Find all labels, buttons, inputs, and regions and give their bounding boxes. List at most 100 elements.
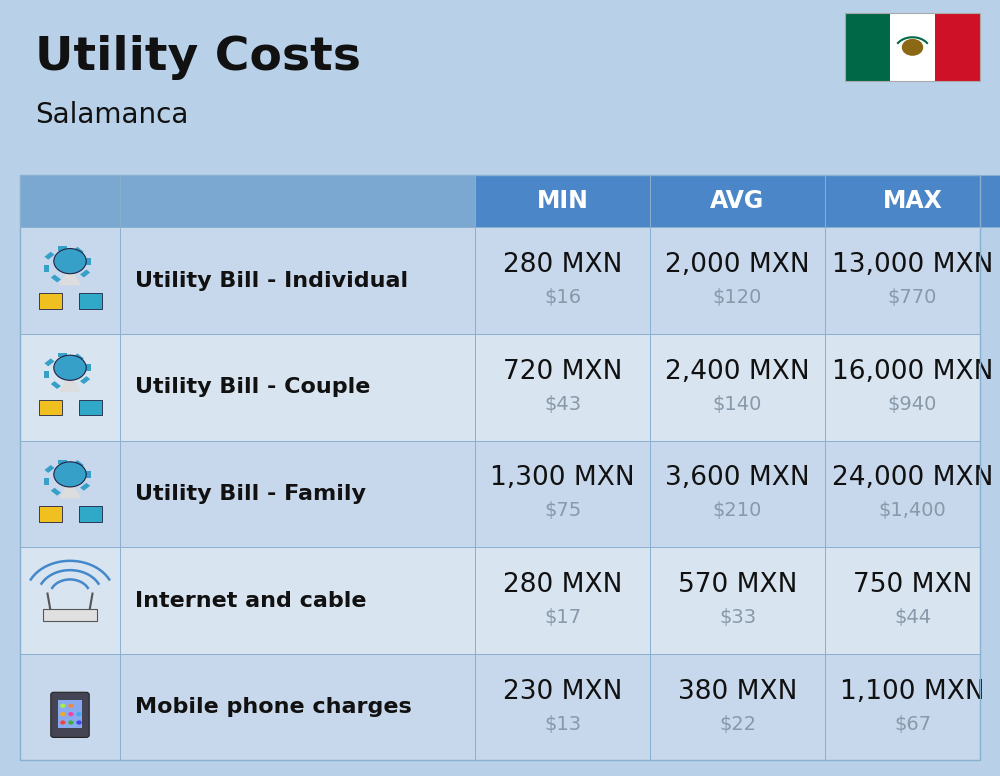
Bar bbox=[20, 175, 120, 227]
Text: 280 MXN: 280 MXN bbox=[503, 252, 622, 278]
Bar bbox=[20, 547, 980, 654]
Text: 3,600 MXN: 3,600 MXN bbox=[665, 466, 810, 491]
Bar bbox=[650, 175, 825, 227]
Text: 380 MXN: 380 MXN bbox=[678, 679, 797, 705]
Bar bbox=[74, 353, 84, 362]
Text: Salamanca: Salamanca bbox=[35, 101, 188, 129]
Bar bbox=[85, 471, 91, 478]
Bar bbox=[825, 175, 1000, 227]
Bar bbox=[20, 227, 980, 334]
Circle shape bbox=[68, 720, 74, 725]
Text: 1,100 MXN: 1,100 MXN bbox=[840, 679, 985, 705]
Bar bbox=[51, 275, 61, 282]
Text: $33: $33 bbox=[719, 608, 756, 627]
Bar bbox=[20, 441, 980, 547]
Bar bbox=[74, 460, 84, 468]
Bar bbox=[44, 265, 49, 272]
Bar bbox=[51, 488, 61, 496]
Text: $13: $13 bbox=[544, 715, 581, 734]
Bar bbox=[58, 700, 82, 728]
Bar bbox=[120, 175, 475, 227]
Text: AVG: AVG bbox=[710, 189, 765, 213]
Text: 750 MXN: 750 MXN bbox=[853, 572, 972, 598]
Text: Utility Bill - Individual: Utility Bill - Individual bbox=[135, 271, 408, 291]
Bar bbox=[20, 654, 980, 760]
FancyBboxPatch shape bbox=[51, 692, 89, 737]
Circle shape bbox=[54, 248, 86, 274]
Text: $44: $44 bbox=[894, 608, 931, 627]
Text: $67: $67 bbox=[894, 715, 931, 734]
Circle shape bbox=[76, 712, 82, 716]
Circle shape bbox=[60, 720, 66, 725]
Circle shape bbox=[60, 712, 66, 716]
Text: $16: $16 bbox=[544, 288, 581, 307]
Text: MIN: MIN bbox=[537, 189, 588, 213]
Text: 280 MXN: 280 MXN bbox=[503, 572, 622, 598]
Bar bbox=[38, 293, 62, 309]
Text: 720 MXN: 720 MXN bbox=[503, 359, 622, 385]
Bar bbox=[67, 385, 76, 390]
Polygon shape bbox=[60, 375, 80, 391]
Text: 2,400 MXN: 2,400 MXN bbox=[665, 359, 810, 385]
Bar bbox=[475, 175, 650, 227]
Text: MAX: MAX bbox=[883, 189, 942, 213]
Text: 13,000 MXN: 13,000 MXN bbox=[832, 252, 993, 278]
Bar bbox=[58, 247, 67, 251]
Bar bbox=[85, 258, 91, 265]
Bar bbox=[58, 353, 67, 357]
Text: $140: $140 bbox=[713, 395, 762, 414]
Bar bbox=[67, 492, 76, 496]
Bar bbox=[43, 609, 97, 622]
Bar bbox=[79, 507, 102, 521]
Bar bbox=[38, 400, 62, 415]
Bar bbox=[44, 251, 55, 260]
Text: $17: $17 bbox=[544, 608, 581, 627]
Bar bbox=[80, 483, 90, 490]
Circle shape bbox=[54, 462, 86, 487]
Bar bbox=[890, 13, 935, 81]
Bar bbox=[38, 507, 62, 521]
Circle shape bbox=[68, 704, 74, 708]
Circle shape bbox=[902, 40, 922, 55]
Text: $940: $940 bbox=[888, 395, 937, 414]
Bar bbox=[80, 269, 90, 278]
Text: $770: $770 bbox=[888, 288, 937, 307]
Bar bbox=[935, 13, 980, 81]
Text: Utility Costs: Utility Costs bbox=[35, 35, 361, 80]
Bar bbox=[74, 247, 84, 255]
Circle shape bbox=[68, 712, 74, 716]
Bar bbox=[85, 364, 91, 371]
Text: 230 MXN: 230 MXN bbox=[503, 679, 622, 705]
Bar bbox=[80, 376, 90, 384]
Bar bbox=[58, 459, 67, 464]
Bar bbox=[44, 359, 55, 366]
Text: $75: $75 bbox=[544, 501, 581, 521]
Bar bbox=[845, 13, 890, 81]
Circle shape bbox=[54, 355, 86, 380]
Bar bbox=[20, 175, 980, 760]
Text: Internet and cable: Internet and cable bbox=[135, 591, 366, 611]
Text: $22: $22 bbox=[719, 715, 756, 734]
Bar bbox=[51, 381, 61, 389]
Bar bbox=[20, 334, 980, 441]
Text: 2,000 MXN: 2,000 MXN bbox=[665, 252, 810, 278]
Bar bbox=[44, 465, 55, 473]
Text: 16,000 MXN: 16,000 MXN bbox=[832, 359, 993, 385]
Bar bbox=[67, 279, 76, 282]
Text: 1,300 MXN: 1,300 MXN bbox=[490, 466, 635, 491]
Bar bbox=[44, 371, 49, 378]
Circle shape bbox=[60, 704, 66, 708]
Text: Utility Bill - Family: Utility Bill - Family bbox=[135, 484, 366, 504]
Text: $43: $43 bbox=[544, 395, 581, 414]
Text: $120: $120 bbox=[713, 288, 762, 307]
Text: $210: $210 bbox=[713, 501, 762, 521]
Text: 24,000 MXN: 24,000 MXN bbox=[832, 466, 993, 491]
Bar bbox=[79, 293, 102, 309]
Bar bbox=[44, 478, 49, 485]
Bar bbox=[845, 13, 980, 81]
Text: Utility Bill - Couple: Utility Bill - Couple bbox=[135, 377, 370, 397]
Text: 570 MXN: 570 MXN bbox=[678, 572, 797, 598]
Circle shape bbox=[76, 720, 82, 725]
Polygon shape bbox=[60, 481, 80, 498]
Polygon shape bbox=[60, 268, 80, 285]
